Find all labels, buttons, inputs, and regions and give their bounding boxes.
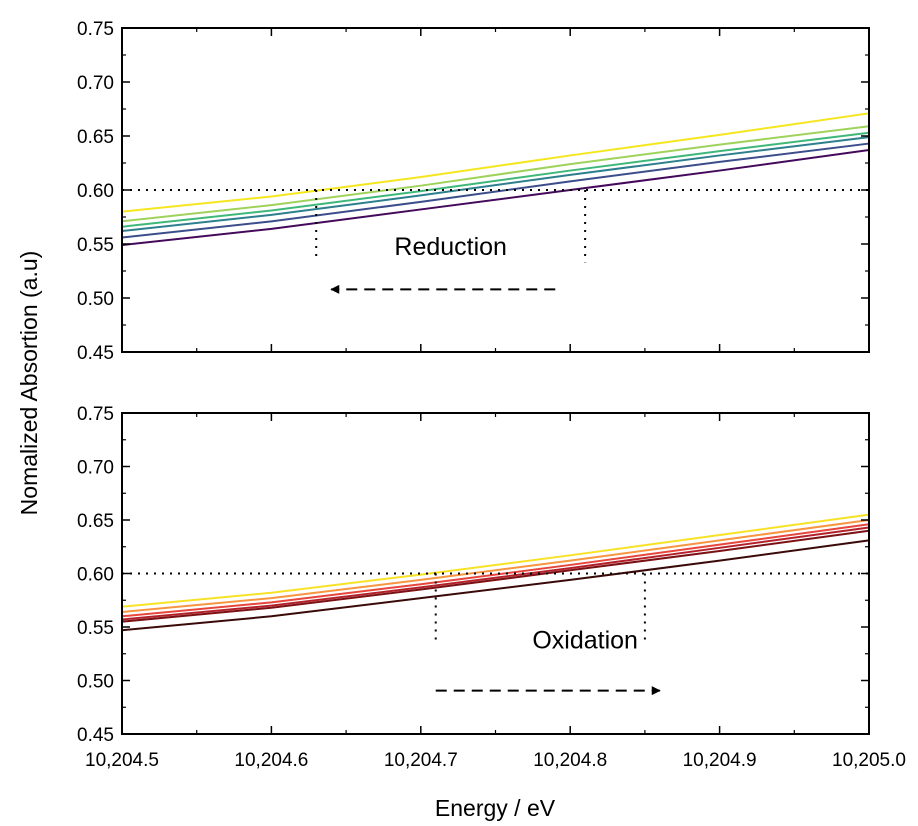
- x-tick-label: 10,204.8: [533, 750, 607, 771]
- panel-top: Reduction 0.45 0.50 0.55 0.60 0.65 0.70 0.75: [77, 19, 870, 364]
- y-tick-label: 0.65: [77, 127, 114, 148]
- x-tick-label: 10,204.9: [683, 750, 757, 771]
- series-line-3: [121, 523, 870, 618]
- y-tick-label: 0.60: [77, 181, 114, 202]
- series-line-1: [121, 513, 870, 608]
- series-line-6: [121, 539, 870, 632]
- y-tick-label: 0.50: [77, 289, 114, 310]
- panel-bottom: Oxidation 0.45 0.50 0.55 0.60 0.65 0.70 0.75 10,…: [77, 404, 906, 771]
- x-tick-label: 10,204.7: [384, 750, 458, 771]
- series-line-4: [121, 136, 870, 233]
- x-axis-title: Energy / eV: [435, 795, 556, 821]
- series-line-2: [121, 519, 870, 614]
- y-tick-label: 0.75: [77, 19, 114, 40]
- annotation-label: Reduction: [394, 233, 507, 261]
- series-line-4: [121, 526, 870, 621]
- y-tick-label: 0.70: [77, 458, 114, 479]
- y-tick-label: 0.45: [77, 343, 114, 364]
- series-line-1: [121, 112, 870, 213]
- y-tick-label: 0.50: [77, 672, 114, 693]
- y-axis-title: Nomalized Absortion (a.u): [16, 251, 42, 516]
- series-line-3: [121, 131, 870, 228]
- series-line-2: [121, 125, 870, 223]
- x-tick-label: 10,205.0: [832, 750, 906, 771]
- y-tick-label: 0.45: [77, 725, 114, 746]
- x-tick-label: 10,204.5: [85, 750, 159, 771]
- y-tick-label: 0.70: [77, 73, 114, 94]
- x-tick-label: 10,204.6: [234, 750, 308, 771]
- series-line-5: [121, 529, 870, 623]
- series-line-5: [121, 142, 870, 239]
- annotation-label: Oxidation: [532, 626, 638, 654]
- y-tick-label: 0.65: [77, 511, 114, 532]
- y-tick-label: 0.55: [77, 235, 114, 256]
- y-tick-label: 0.60: [77, 565, 114, 586]
- y-tick-label: 0.75: [77, 404, 114, 425]
- y-tick-label: 0.55: [77, 618, 114, 639]
- series-line-6: [121, 149, 870, 247]
